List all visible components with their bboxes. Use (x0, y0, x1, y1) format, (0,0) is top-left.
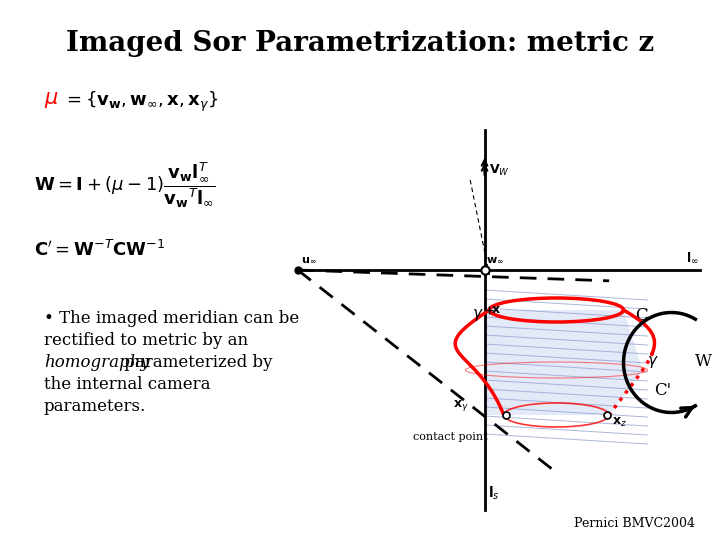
Text: $\mathbf{C'} = \mathbf{W}^{-T}\mathbf{C}\mathbf{W}^{-1}$: $\mathbf{C'} = \mathbf{W}^{-T}\mathbf{C}… (35, 240, 165, 260)
Text: $\mathbf{x}_{z}$: $\mathbf{x}_{z}$ (612, 416, 627, 429)
Text: $\mathbf{l}_{\infty}$: $\mathbf{l}_{\infty}$ (685, 251, 698, 265)
Text: contact point: contact point (413, 432, 487, 442)
Text: $\mathbf{W} = \mathbf{I} + (\mu - 1)\dfrac{\mathbf{v_w}\mathbf{l}_{\infty}^{T}}{: $\mathbf{W} = \mathbf{I} + (\mu - 1)\dfr… (35, 160, 216, 210)
Text: parameters.: parameters. (44, 398, 146, 415)
Text: Imaged Sor Parametrization: metric z: Imaged Sor Parametrization: metric z (66, 30, 654, 57)
Text: $\mu$: $\mu$ (44, 90, 58, 110)
Text: $\mathbf{V}_{W}$: $\mathbf{V}_{W}$ (490, 163, 510, 178)
Text: $\mathbf{w}_{\infty}$: $\mathbf{w}_{\infty}$ (487, 255, 505, 265)
Text: $= \{\mathbf{v_w},\mathbf{w}_{\infty},\mathbf{x},\mathbf{x}_{\gamma}\}$: $= \{\mathbf{v_w},\mathbf{w}_{\infty},\m… (63, 90, 219, 114)
Text: the internal camera: the internal camera (44, 376, 210, 393)
Text: C: C (635, 307, 647, 324)
Text: homography: homography (44, 354, 150, 371)
Text: W: W (696, 354, 713, 370)
Text: $\gamma$: $\gamma$ (472, 307, 484, 323)
Text: $\mathbf{x}_{\gamma}$: $\mathbf{x}_{\gamma}$ (453, 398, 469, 413)
Text: $\mathbf{u}_{\infty}$: $\mathbf{u}_{\infty}$ (300, 255, 316, 265)
Text: • The imaged meridian can be: • The imaged meridian can be (44, 310, 299, 327)
Text: $\mathbf{x}$: $\mathbf{x}$ (491, 303, 501, 316)
Text: $\mathbf{l}_{s}$: $\mathbf{l}_{s}$ (488, 484, 500, 502)
Text: parameterized by: parameterized by (119, 354, 272, 371)
Text: Pernici BMVC2004: Pernici BMVC2004 (575, 517, 696, 530)
Text: rectified to metric by an: rectified to metric by an (44, 332, 248, 349)
Text: $\gamma$: $\gamma$ (647, 354, 659, 370)
Text: C': C' (654, 382, 671, 399)
Polygon shape (485, 310, 642, 415)
